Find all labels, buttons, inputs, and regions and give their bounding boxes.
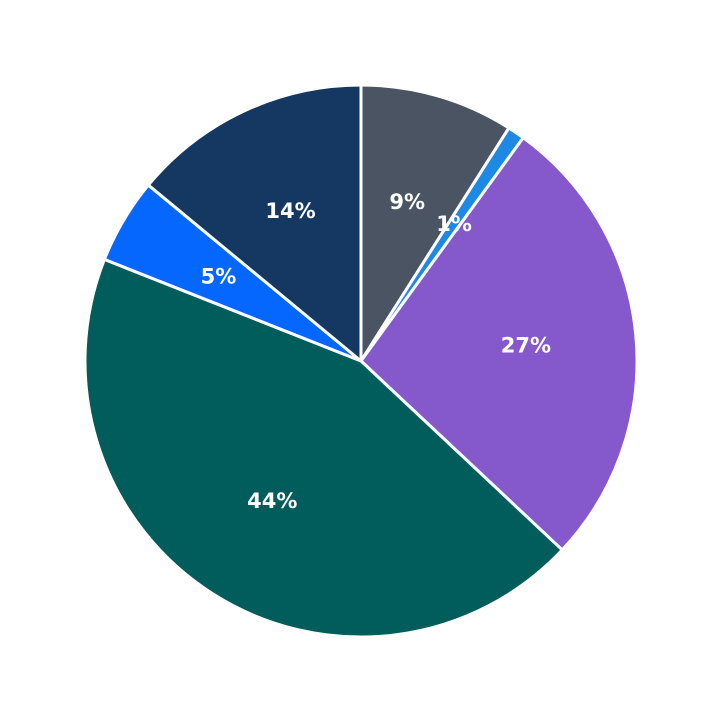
pie-slice-label-1: 1% <box>436 212 472 236</box>
pie-slices <box>83 83 639 639</box>
pie-slice-2 <box>359 136 639 552</box>
pie-slice-label-5: 14% <box>265 199 315 223</box>
pie-slice-3 <box>83 257 564 639</box>
pie-slice-label-4: 5% <box>201 265 237 289</box>
pie-labels: 9% 1% 27% 44% 5% 14% <box>201 190 551 513</box>
pie-slice-0 <box>359 83 511 363</box>
pie-slice-label-2: 27% <box>501 333 551 357</box>
pie-slice-label-0: 9% <box>389 190 425 214</box>
pie-slice-5 <box>146 83 363 363</box>
pie-slice-label-3: 44% <box>247 489 297 513</box>
